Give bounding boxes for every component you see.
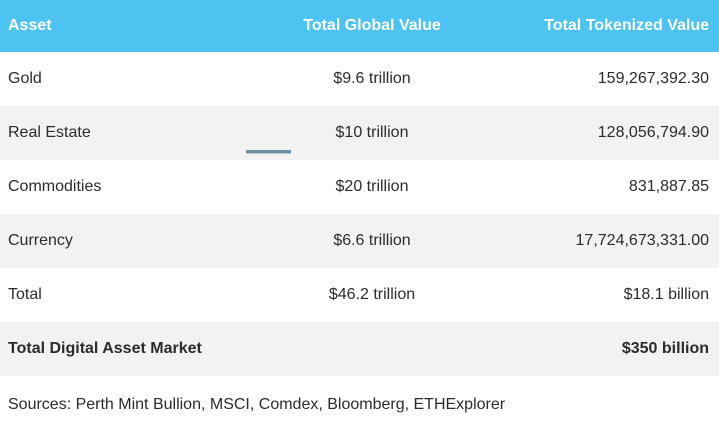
tokenized-value-cell: 128,056,794.90 bbox=[597, 124, 709, 141]
table-row: Currency $6.6 trillion 17,724,673,331.00 bbox=[0, 214, 719, 268]
global-value-cell bbox=[272, 322, 472, 376]
global-value-cell: $10 trillion bbox=[335, 124, 409, 141]
table-header-row: Asset Total Global Value Total Tokenized… bbox=[0, 0, 719, 52]
asset-cell: Commodities bbox=[8, 178, 102, 195]
tokenized-value-cell: 831,887.85 bbox=[628, 178, 709, 195]
table-row-total: Total $46.2 trillion $18.1 billion bbox=[0, 268, 719, 322]
table-row: Gold $9.6 trillion 159,267,392.30 bbox=[0, 52, 719, 106]
asset-cell: Gold bbox=[8, 70, 42, 87]
header-total-global-value: Total Global Value bbox=[303, 17, 441, 34]
global-value-cell: $20 trillion bbox=[335, 178, 409, 195]
asset-value-table: Asset Total Global Value Total Tokenized… bbox=[0, 0, 719, 376]
divider-mark bbox=[246, 150, 291, 154]
global-value-cell: $9.6 trillion bbox=[333, 70, 411, 87]
table-row: Commodities $20 trillion 831,887.85 bbox=[0, 160, 719, 214]
global-value-cell: $46.2 trillion bbox=[328, 286, 416, 303]
asset-cell: Total Digital Asset Market bbox=[8, 340, 202, 357]
header-total-tokenized-value: Total Tokenized Value bbox=[544, 17, 709, 34]
table-row: Real Estate $10 trillion 128,056,794.90 bbox=[0, 106, 719, 160]
header-asset: Asset bbox=[8, 17, 52, 34]
table-row-digital-asset-market: Total Digital Asset Market $350 billion bbox=[0, 322, 719, 376]
asset-cell: Total bbox=[8, 286, 42, 303]
global-value-cell: $6.6 trillion bbox=[333, 232, 411, 249]
tokenized-value-cell: $18.1 billion bbox=[623, 286, 709, 303]
tokenized-value-cell: 17,724,673,331.00 bbox=[575, 232, 709, 249]
asset-cell: Real Estate bbox=[8, 124, 91, 141]
tokenized-value-cell: $350 billion bbox=[621, 340, 709, 357]
sources-note: Sources: Perth Mint Bullion, MSCI, Comde… bbox=[8, 396, 506, 413]
tokenized-value-cell: 159,267,392.30 bbox=[597, 70, 709, 87]
asset-cell: Currency bbox=[8, 232, 73, 249]
